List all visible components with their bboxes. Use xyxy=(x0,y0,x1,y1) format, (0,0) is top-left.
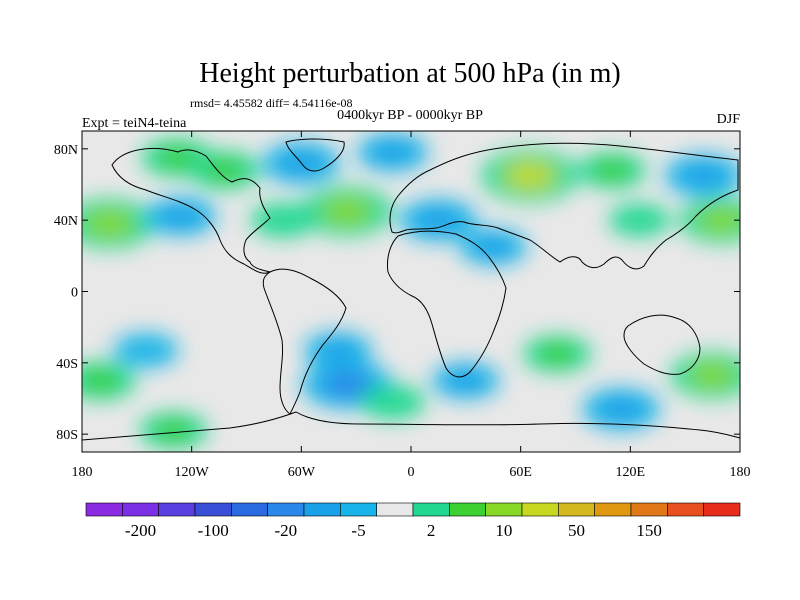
anomaly-core-12 xyxy=(682,163,725,188)
anomaly-core-18 xyxy=(319,340,357,361)
colorbar-swatch-9 xyxy=(412,502,450,517)
plot-area xyxy=(82,131,740,452)
y-tick-label-1: 40N xyxy=(54,214,78,229)
colorbar: -200 -100 -20 -5 2 10 50 150 xyxy=(85,502,741,540)
x-axis: 180 120W 60W 0 60E 120E 180 xyxy=(72,131,751,480)
y-tick-label-0: 80N xyxy=(54,143,78,158)
colorbar-swatch-15 xyxy=(630,502,668,517)
anomaly-core-14 xyxy=(698,207,740,233)
x-tick-label-1: 120W xyxy=(175,465,210,480)
coast-south-america xyxy=(262,268,347,415)
anomaly-cell-13 xyxy=(608,203,671,237)
anomaly-core-10 xyxy=(503,160,557,191)
coast-eurasia xyxy=(389,142,739,270)
coast-australia xyxy=(623,314,701,375)
anomaly-cell-4 xyxy=(250,202,316,238)
colorbar-swatch-0 xyxy=(85,502,123,517)
coast-africa xyxy=(387,230,507,378)
anomaly-core-21 xyxy=(538,343,576,365)
colorbar-swatch-8 xyxy=(376,502,414,517)
colorbar-swatch-4 xyxy=(231,502,268,517)
colorbar-swatch-17 xyxy=(703,502,741,517)
y-tick-label-2: 0 xyxy=(71,286,78,301)
anomaly-core-9 xyxy=(474,236,512,258)
anomaly-core-6 xyxy=(322,197,372,225)
period-label: 0400kyr BP - 0000kyr BP xyxy=(337,108,483,123)
anomaly-core-2 xyxy=(157,147,197,169)
anomaly-core-17 xyxy=(322,370,372,398)
anomaly-core-8 xyxy=(417,208,460,232)
colorbar-swatch-16 xyxy=(667,502,704,517)
coast-north-america xyxy=(111,147,272,274)
x-tick-label-2: 60W xyxy=(288,465,316,480)
x-tick-label-5: 120E xyxy=(616,465,646,480)
anomaly-cell-19 xyxy=(360,384,426,420)
colorbar-swatch-11 xyxy=(485,502,523,517)
coastlines xyxy=(82,138,740,441)
colorbar-label-2: -20 xyxy=(274,521,297,540)
coast-greenland xyxy=(285,138,345,172)
anomaly-core-22 xyxy=(599,397,643,421)
colorbar-swatch-6 xyxy=(303,502,341,517)
colorbar-label-6: 50 xyxy=(568,521,585,540)
experiment-label: Expt = teiN4-teina xyxy=(82,116,187,131)
colorbar-label-1: -100 xyxy=(198,521,229,540)
anomaly-cell-15 xyxy=(113,332,179,368)
colorbar-swatch-5 xyxy=(267,502,305,517)
colorbar-label-5: 10 xyxy=(495,521,512,540)
colorbar-swatch-3 xyxy=(194,502,232,517)
stats-label: rmsd= 4.45582 diff= 4.54116e-08 xyxy=(190,96,353,110)
y-tick-label-4: 80S xyxy=(56,428,78,443)
anomaly-core-0 xyxy=(84,210,135,238)
colorbar-swatch-12 xyxy=(521,502,559,517)
anomaly-field xyxy=(82,133,740,450)
anomaly-core-3 xyxy=(204,159,245,181)
colorbar-swatch-7 xyxy=(340,502,377,517)
season-label: DJF xyxy=(717,112,741,127)
anomaly-core-16 xyxy=(82,369,120,392)
colorbar-label-0: -200 xyxy=(125,521,156,540)
colorbar-swatches xyxy=(85,502,741,517)
anomaly-core-11 xyxy=(593,160,631,181)
colorbar-swatch-14 xyxy=(594,502,632,517)
anomaly-core-24 xyxy=(154,420,193,441)
x-tick-label-6: 180 xyxy=(730,465,751,480)
colorbar-label-3: -5 xyxy=(351,521,365,540)
colorbar-swatch-2 xyxy=(158,502,196,517)
colorbar-labels: -200 -100 -20 -5 2 10 50 150 xyxy=(125,521,662,540)
colorbar-label-4: 2 xyxy=(427,521,436,540)
colorbar-swatch-10 xyxy=(449,502,486,517)
colorbar-swatch-1 xyxy=(122,502,159,517)
coast-antarctica xyxy=(82,411,740,441)
y-tick-label-3: 40S xyxy=(56,357,78,372)
colorbar-label-7: 150 xyxy=(636,521,662,540)
anomaly-core-7 xyxy=(373,141,413,164)
chart-title: Height perturbation at 500 hPa (in m) xyxy=(199,58,620,89)
anomaly-core-20 xyxy=(447,370,485,391)
anomaly-core-1 xyxy=(161,205,201,228)
x-tick-label-3: 0 xyxy=(408,465,415,480)
colorbar-swatch-13 xyxy=(558,502,595,517)
anomaly-core-23 xyxy=(689,362,736,388)
x-tick-label-4: 60E xyxy=(509,465,532,480)
y-axis: 80N 40N 0 40S 80S xyxy=(54,143,740,443)
x-tick-label-0: 180 xyxy=(72,465,93,480)
